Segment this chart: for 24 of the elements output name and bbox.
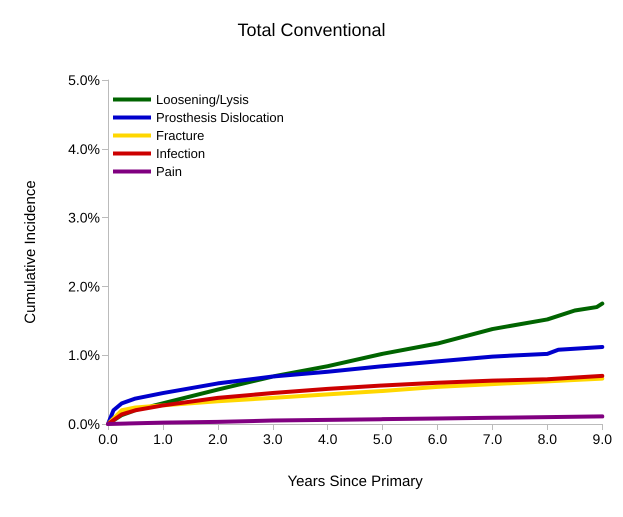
x-tick-label: 2.0 [208,431,228,447]
x-tick-label: 9.0 [592,431,612,447]
y-tick-label: 2.0% [68,278,100,294]
x-axis-title: Years Since Primary [287,473,424,490]
x-tick-label: 1.0 [153,431,173,447]
legend-label: Prosthesis Dislocation [156,110,284,125]
chart-title: Total Conventional [237,20,386,40]
y-tick-label: 3.0% [68,210,100,226]
y-tick-label: 4.0% [68,140,100,157]
x-tick-label: 0.0 [98,431,118,447]
x-tick-label: 4.0 [318,431,338,447]
y-tick-label: 1.0% [68,347,100,364]
x-tick-label: 8.0 [538,431,558,447]
x-tick-label: 3.0 [263,431,283,447]
y-axis-title: Cumulative Incidence [22,180,39,324]
legend-label: Infection [156,146,206,161]
x-tick-label: 5.0 [372,431,393,447]
legend-label: Fracture [156,128,204,143]
legend-label: Loosening/Lysis [156,92,250,107]
y-tick-label: 0.0% [68,416,100,432]
x-tick-label: 6.0 [428,431,448,447]
x-tick-label: 7.0 [482,431,502,447]
y-tick-label: 5.0% [68,72,100,88]
legend-label: Pain [156,164,182,179]
